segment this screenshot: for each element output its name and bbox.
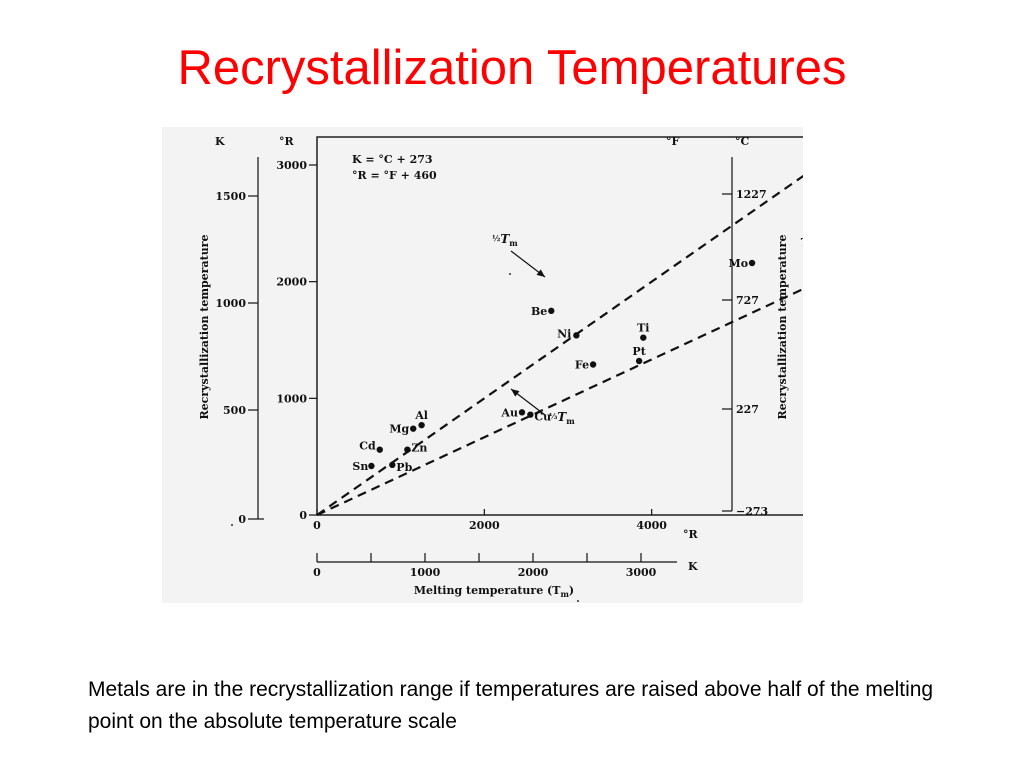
outer-left-tick-label: 1000 [215, 297, 246, 310]
outer-right-tick-label: 227 [736, 403, 759, 416]
data-point-pt [635, 357, 643, 365]
data-point-al [418, 421, 425, 429]
x-secondary-tick-label: 2000 [518, 566, 549, 579]
data-point-be [548, 307, 555, 315]
inner-left-unit-label: °R [279, 135, 295, 148]
point-label-cu: Cu [534, 411, 551, 424]
x-primary-tick-label: 4000 [636, 519, 667, 532]
outer-right-tick-label: 727 [736, 294, 759, 307]
guide-arrow-head [511, 389, 520, 397]
inner-right-unit-label: °F [666, 135, 680, 148]
guide-label: ½Tm [492, 232, 518, 248]
x-primary-tick-label: 2000 [469, 519, 500, 532]
x-secondary-unit-label: K [688, 560, 698, 573]
guide-label: ⅓Tm [549, 410, 575, 426]
y-axis-title-right: Recrystallization temperature [776, 235, 789, 420]
point-label-pt: Pt [632, 345, 646, 358]
data-point-zn [404, 446, 411, 453]
stray-dot [231, 524, 233, 526]
point-label-mo: Mo [729, 257, 749, 270]
data-point-cd [376, 446, 383, 453]
point-label-mg: Mg [389, 423, 409, 436]
outer-right-tick-label: −273 [736, 505, 768, 518]
point-label-cd: Cd [359, 440, 376, 453]
inner-left-tick-label: 2000 [276, 276, 307, 289]
figure-background [162, 127, 803, 603]
stray-dot [509, 273, 511, 275]
guide-line [316, 174, 803, 516]
x-axis-title-sub: m [560, 589, 569, 599]
point-label-ni: Ni [557, 327, 571, 340]
point-label-zn: Zn [411, 442, 427, 455]
inner-left-tick-label: 1000 [276, 392, 307, 405]
data-point-cu [527, 411, 534, 418]
point-label-ti: Ti [637, 322, 649, 335]
data-point-pb [389, 461, 396, 469]
point-label-al: Al [414, 409, 428, 422]
data-point-fe [589, 361, 597, 368]
outer-left-tick-label: 1500 [215, 190, 246, 203]
data-point-ni [573, 332, 580, 339]
slide-title: Recrystallization Temperatures [177, 41, 847, 95]
data-point-au [518, 409, 526, 416]
x-axis-title-main: Melting temperature (T [414, 584, 561, 597]
data-point-sn [368, 462, 375, 470]
outer-right-tick-label: 1227 [736, 188, 767, 201]
data-point-mg [410, 425, 417, 432]
point-label-fe: Fe [575, 359, 589, 372]
conversion-note-1: K = °C + 273 [352, 153, 433, 166]
guide-arrow-head [536, 269, 545, 277]
guide-line [316, 287, 803, 516]
outer-left-tick-label: 0 [238, 513, 246, 526]
slide-caption: Metals are in the recrystallization rang… [88, 678, 934, 733]
outer-left-tick-label: 500 [223, 404, 246, 417]
point-label-sn: Sn [352, 460, 368, 473]
outer-right-unit-label: °C [735, 135, 750, 148]
stray-dot [577, 600, 579, 602]
x-primary-tick-label: 0 [313, 519, 321, 532]
data-point-ti [640, 334, 647, 341]
inner-left-tick-label: 0 [299, 509, 307, 522]
data-point-mo [748, 259, 756, 267]
x-secondary-tick-label: 3000 [626, 566, 657, 579]
x-axis-title: Melting temperature (Tm) [414, 584, 574, 599]
point-label-au: Au [500, 406, 518, 419]
conversion-note-2: °R = °F + 460 [352, 169, 437, 182]
plot-frame [316, 136, 803, 516]
x-secondary-tick-label: 0 [313, 566, 321, 579]
y-axis-title-left: Recrystallization temperature [198, 235, 211, 420]
point-label-pb: Pb [396, 461, 412, 474]
x-primary-unit-label: °R [683, 528, 699, 541]
x-secondary-tick-label: 1000 [410, 566, 441, 579]
point-label-be: Be [531, 305, 547, 318]
point-label-ta: Ta [801, 236, 803, 249]
outer-left-unit-label: K [215, 135, 225, 148]
inner-left-tick-label: 3000 [276, 159, 307, 172]
